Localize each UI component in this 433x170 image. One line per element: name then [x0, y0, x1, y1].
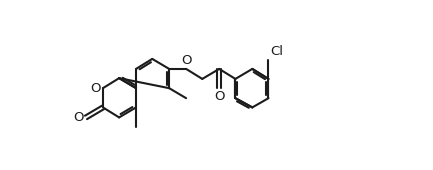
Text: O: O	[90, 82, 100, 95]
Text: Cl: Cl	[270, 45, 283, 58]
Text: O: O	[73, 111, 84, 124]
Text: O: O	[181, 54, 191, 67]
Text: O: O	[214, 90, 224, 104]
